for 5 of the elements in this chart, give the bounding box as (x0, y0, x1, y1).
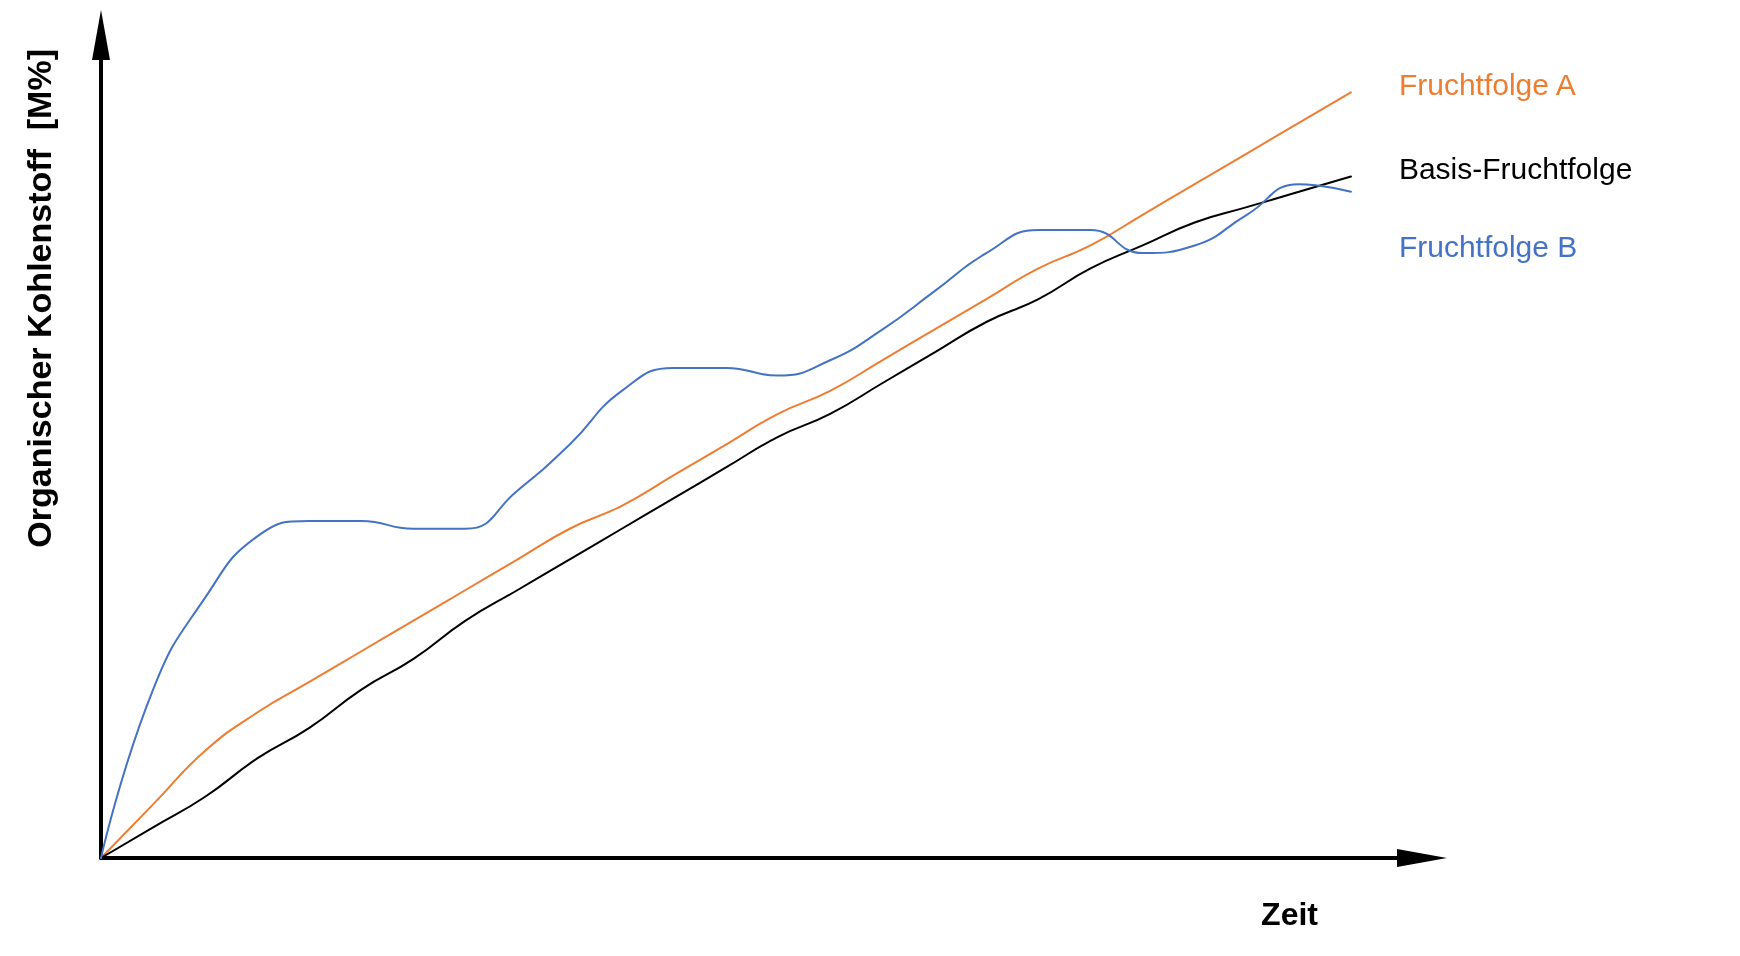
text: Fruchtfolge B (1398, 230, 1578, 264)
y-axis-title: Organischer Kohlenstoff [M%] (20, 49, 58, 548)
x-axis-title: Zeit (1261, 896, 1319, 932)
series-label: Fruchtfolge A (1398, 67, 1576, 101)
series-label: Basis-Fruchtfolge (1398, 152, 1633, 186)
